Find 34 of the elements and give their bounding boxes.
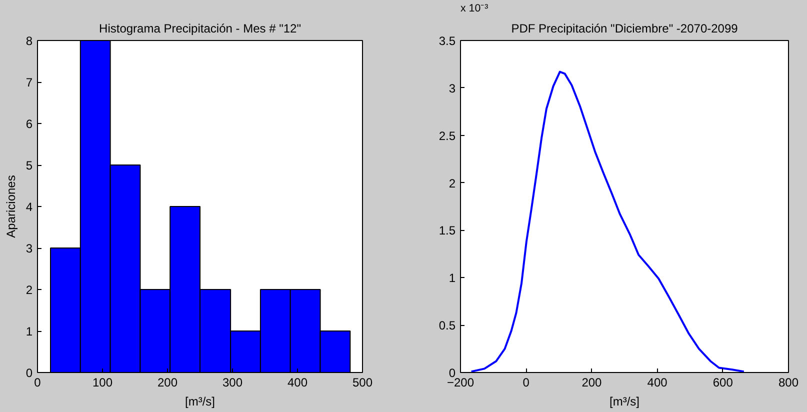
line-series bbox=[470, 70, 745, 372]
y-tick-label: 7 bbox=[26, 76, 33, 90]
x-axis-title: [m³/s] bbox=[185, 394, 216, 408]
x-tick-label: 500 bbox=[352, 376, 373, 390]
x-tick-label: 100 bbox=[92, 376, 113, 390]
y-tick-label: 2 bbox=[448, 176, 456, 190]
chart-title: PDF Precipitación "Diciembre" -2070-2099 bbox=[511, 22, 738, 36]
x-tick-label: 800 bbox=[778, 376, 799, 390]
x-tick-label: 400 bbox=[647, 376, 668, 390]
y-tick-label: 1 bbox=[448, 271, 456, 286]
y-tick-label: 3 bbox=[448, 81, 456, 96]
y-tick-label: 6 bbox=[26, 117, 33, 131]
x-tick-label: 600 bbox=[712, 376, 734, 390]
x-tick-label: 400 bbox=[287, 376, 308, 390]
y-axis-title: Apariciones bbox=[4, 175, 18, 238]
x-axis-title: [m³/s] bbox=[610, 394, 640, 408]
x-tick-label: 0 bbox=[34, 376, 42, 390]
y-tick-label: 0 bbox=[26, 366, 33, 380]
y-tick-label: 0.5 bbox=[438, 318, 456, 333]
y-tick-label: 2.5 bbox=[438, 128, 456, 143]
y-tick-label: 3 bbox=[26, 242, 33, 256]
y-tick-label: 4 bbox=[26, 200, 33, 214]
y-tick-label: 1 bbox=[26, 324, 33, 338]
x-tick-label: 0 bbox=[522, 376, 530, 390]
y-tick-label: 5 bbox=[26, 158, 33, 172]
y-tick-label: 8 bbox=[26, 34, 33, 48]
x-tick-label: 300 bbox=[222, 376, 243, 390]
chart-title: Histograma Precipitación - Mes # "12" bbox=[99, 22, 301, 36]
x-tick-label: 200 bbox=[157, 376, 178, 390]
x-tick-label: 200 bbox=[582, 376, 602, 390]
text: x 10⁻³ bbox=[460, 2, 489, 14]
y-tick-label: 2 bbox=[26, 283, 33, 297]
y-tick-label: 3.5 bbox=[438, 34, 456, 48]
y-tick-label: 1.5 bbox=[438, 224, 456, 238]
